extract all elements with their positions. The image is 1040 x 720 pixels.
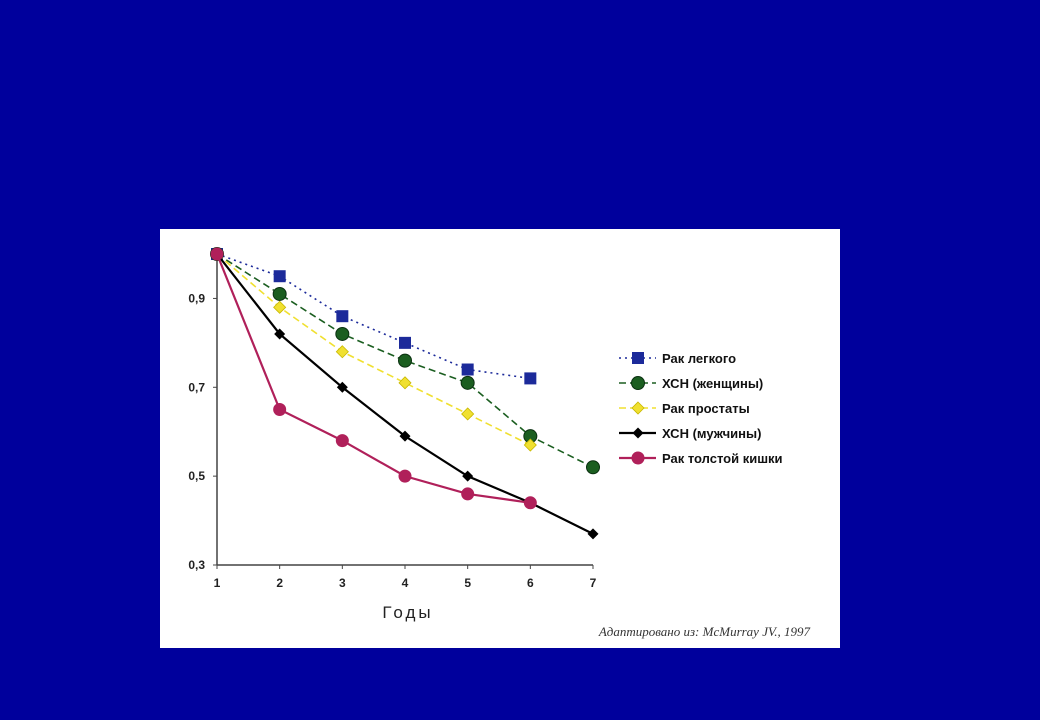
x-tick-label: 5 xyxy=(464,576,471,590)
legend-marker xyxy=(632,352,644,364)
data-point xyxy=(398,469,412,483)
x-tick-label: 3 xyxy=(339,576,346,590)
source-note: Адаптировано из: McMurray JV., 1997 xyxy=(598,624,811,639)
legend-marker xyxy=(631,401,645,415)
x-tick-label: 4 xyxy=(402,576,409,590)
y-tick-label: 0,9 xyxy=(188,291,205,305)
series-layer xyxy=(210,247,600,540)
legend-marker xyxy=(631,451,645,465)
legend-item: Рак простаты xyxy=(619,401,750,416)
data-point xyxy=(399,430,411,442)
series-line xyxy=(216,253,531,380)
data-point xyxy=(273,270,286,283)
x-tick-label: 6 xyxy=(527,576,534,590)
data-point xyxy=(587,528,599,540)
survival-line-chart: 0,3 0,5 0,7 0,9 1 2 3 4 5 6 7 Рак легкого ХСН (женщ… xyxy=(188,247,811,639)
data-point xyxy=(336,381,348,393)
data-point xyxy=(335,326,350,341)
data-point xyxy=(273,403,287,416)
data-point xyxy=(273,300,287,314)
data-point xyxy=(335,434,349,448)
legend-item: Рак легкого xyxy=(619,351,736,366)
series-5 xyxy=(210,247,537,510)
data-point xyxy=(523,438,537,452)
axes-layer: 0,3 0,5 0,7 0,9 1 2 3 4 5 6 7 xyxy=(188,254,597,590)
data-point xyxy=(398,353,412,368)
y-tick-label: 0,3 xyxy=(188,558,205,572)
series-1 xyxy=(211,248,537,385)
series-line xyxy=(215,253,531,504)
legend-label: ХСН (женщины) xyxy=(662,376,763,391)
data-point xyxy=(399,336,411,349)
legend-marker xyxy=(632,427,644,439)
data-point xyxy=(336,310,349,323)
y-tick-label: 0,7 xyxy=(188,380,205,394)
data-point xyxy=(398,376,412,390)
legend-label: Рак толстой кишки xyxy=(662,451,783,466)
legend: Рак легкого ХСН (женщины) Рак простаты ХСН … xyxy=(619,351,783,466)
x-tick-label: 1 xyxy=(214,576,221,590)
legend-label: Рак простаты xyxy=(662,401,750,416)
data-point xyxy=(272,286,287,301)
data-point xyxy=(523,496,537,510)
x-tick-label: 2 xyxy=(276,576,283,590)
legend-item: ХСН (мужчины) xyxy=(619,426,761,441)
y-tick-label: 0,5 xyxy=(188,469,205,483)
data-point xyxy=(462,470,474,482)
data-point xyxy=(461,407,475,421)
legend-item: ХСН (женщины) xyxy=(619,376,763,391)
legend-item: Рак толстой кишки xyxy=(619,451,783,466)
data-point xyxy=(210,247,224,261)
x-axis-title: Годы xyxy=(382,603,433,622)
data-point xyxy=(460,375,475,390)
data-point xyxy=(274,328,286,340)
series-4 xyxy=(211,248,599,540)
legend-marker xyxy=(631,376,645,390)
data-point xyxy=(461,363,474,376)
legend-label: Рак легкого xyxy=(662,351,736,366)
chart-panel: 0,3 0,5 0,7 0,9 1 2 3 4 5 6 7 Рак легкого ХСН (женщ… xyxy=(160,229,840,648)
series-line xyxy=(216,253,531,446)
x-tick-label: 7 xyxy=(590,576,597,590)
data-point xyxy=(586,460,600,475)
series-3 xyxy=(210,247,537,452)
legend-label: ХСН (мужчины) xyxy=(662,426,761,441)
data-point xyxy=(461,487,475,501)
data-point xyxy=(335,345,349,359)
data-point xyxy=(524,372,537,385)
